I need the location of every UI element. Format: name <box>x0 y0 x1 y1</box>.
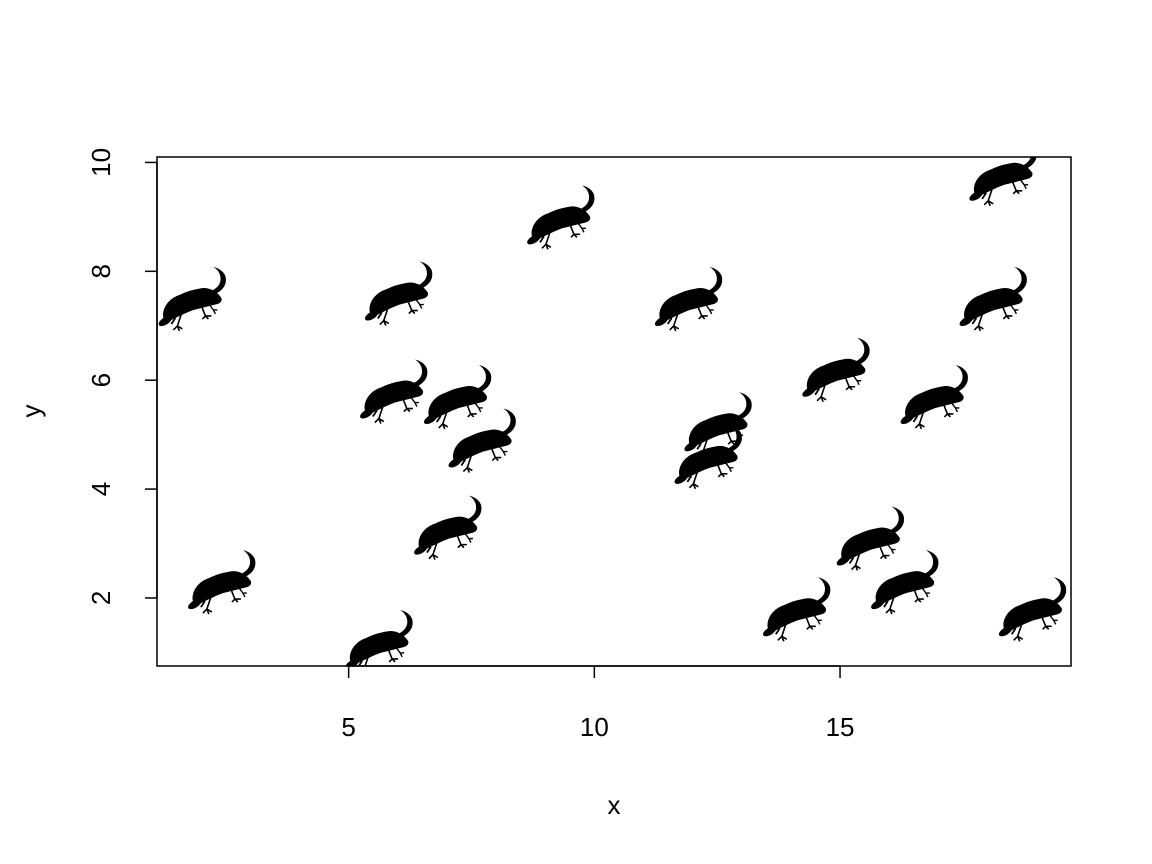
x-tick-label: 5 <box>341 712 355 742</box>
y-tick-label: 2 <box>86 591 116 605</box>
x-tick-label: 15 <box>826 712 855 742</box>
lizard-point-marker <box>447 407 517 474</box>
y-axis: 2 4 6 8 10 <box>86 148 158 605</box>
lizard-point-marker <box>423 364 493 430</box>
y-tick-label: 10 <box>86 148 116 177</box>
y-tick-label: 8 <box>86 264 116 278</box>
lizard-point-marker <box>835 505 905 572</box>
lizard-point-marker <box>157 266 227 332</box>
x-axis-label: x <box>608 790 621 820</box>
lizard-point-marker <box>968 157 1038 207</box>
x-axis: 5 10 15 <box>341 665 855 742</box>
lizard-point-marker <box>359 358 429 425</box>
plot-area-frame <box>156 156 1072 667</box>
lizard-point-marker <box>762 576 832 643</box>
lizard-point-marker <box>413 494 483 561</box>
lizard-point-marker <box>870 549 940 615</box>
lizard-point-marker <box>998 576 1068 643</box>
x-tick-label: 10 <box>580 712 609 742</box>
y-tick-label: 4 <box>86 482 116 496</box>
lizard-point-marker <box>899 364 969 430</box>
lizard-point-marker <box>364 260 434 327</box>
points-layer <box>157 157 1068 666</box>
lizard-point-marker <box>526 184 596 251</box>
lizard-point-marker <box>801 336 871 403</box>
lizard-point-marker <box>654 266 724 332</box>
y-tick-label: 6 <box>86 373 116 387</box>
y-axis-label: y <box>16 405 46 418</box>
lizard-point-marker <box>344 609 414 666</box>
lizard-point-marker <box>187 549 257 615</box>
lizard-point-marker <box>958 266 1028 332</box>
